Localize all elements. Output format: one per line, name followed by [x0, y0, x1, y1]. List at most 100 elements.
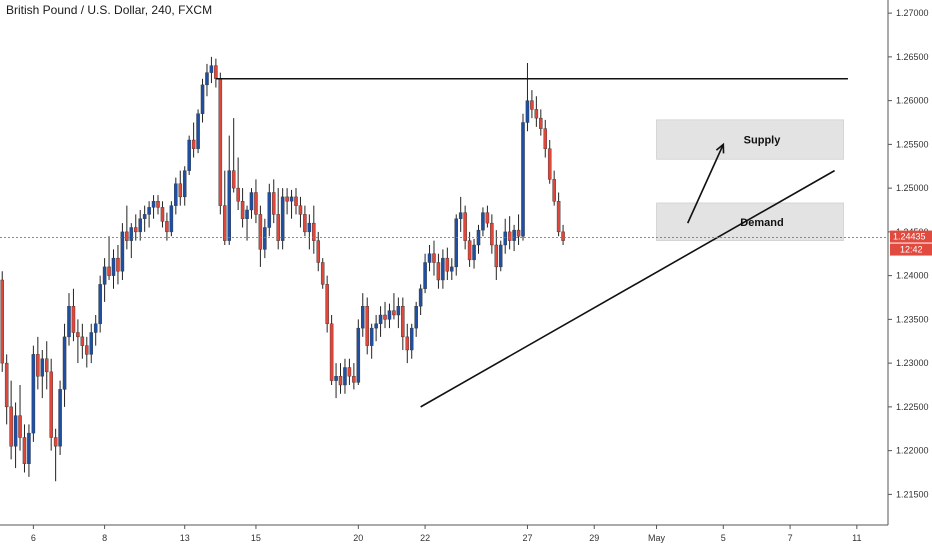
candle-body	[512, 229, 516, 241]
candle-body	[561, 231, 565, 241]
candle-body	[494, 244, 499, 268]
candle-body	[125, 231, 129, 241]
last-price-badge	[890, 230, 932, 243]
candle-body	[543, 128, 548, 149]
candle-body	[521, 122, 525, 237]
candle-body	[267, 192, 272, 228]
candle-body	[240, 201, 245, 219]
candle-body	[485, 212, 490, 224]
candle-body	[436, 262, 441, 281]
price-tick-label: 1.24000	[896, 271, 929, 281]
candle-body	[352, 376, 356, 383]
candle-body	[218, 78, 223, 206]
time-tick-label: 22	[420, 533, 430, 543]
candle-body	[245, 209, 249, 219]
candle-body	[498, 244, 503, 268]
candle-body	[556, 201, 561, 233]
candle-body	[9, 406, 13, 447]
time-tick-label: 7	[788, 533, 793, 543]
countdown-label: 12:42	[900, 245, 923, 255]
price-tick-label: 1.22000	[896, 446, 929, 456]
candle-body	[151, 201, 156, 208]
candles-group	[0, 56, 565, 482]
candle-body	[490, 222, 494, 246]
candle-body	[4, 362, 9, 408]
candle-body	[387, 310, 392, 320]
candle-body	[298, 205, 303, 215]
candle-body	[169, 205, 174, 233]
candle-body	[276, 214, 280, 241]
candle-body	[0, 279, 4, 364]
candle-body	[507, 231, 512, 241]
candle-body	[361, 306, 365, 329]
candle-body	[107, 266, 111, 276]
candle-body	[441, 257, 445, 281]
candle-body	[316, 240, 321, 263]
candle-body	[205, 72, 209, 86]
candle-body	[369, 327, 374, 346]
candle-body	[307, 222, 312, 233]
candle-body	[463, 212, 467, 241]
candle-body	[263, 227, 267, 250]
candle-body	[138, 218, 142, 233]
candle-body	[147, 207, 151, 215]
time-tick-label: 13	[180, 533, 190, 543]
candle-body	[142, 214, 147, 219]
candle-body	[392, 310, 396, 316]
candle-body	[231, 170, 236, 189]
candle-body	[481, 212, 485, 231]
demand-zone-label: Demand	[740, 217, 783, 229]
trend-line	[420, 169, 835, 408]
candle-body	[200, 84, 205, 114]
candle-body	[80, 336, 85, 346]
time-tick-label: 20	[353, 533, 363, 543]
candle-body	[258, 214, 263, 250]
candle-body	[418, 288, 423, 307]
candle-body	[271, 192, 276, 215]
price-axis-background	[888, 0, 932, 550]
candle-body	[196, 113, 200, 149]
candle-body	[31, 354, 36, 434]
time-tick-label: 27	[522, 533, 532, 543]
candle-body	[178, 183, 183, 198]
candle-body	[409, 327, 414, 351]
time-tick-label: 6	[31, 533, 36, 543]
candle-body	[423, 262, 427, 289]
candle-body	[432, 253, 436, 263]
price-tick-label: 1.26500	[896, 52, 929, 62]
candle-body	[454, 218, 458, 268]
price-tick-label: 1.23500	[896, 314, 929, 324]
price-tick-label: 1.21500	[896, 489, 929, 499]
candle-body	[129, 227, 134, 241]
candle-body	[249, 192, 254, 211]
candle-body	[13, 415, 18, 447]
candle-body	[22, 437, 27, 464]
candle-body	[303, 214, 307, 233]
candle-body	[236, 187, 240, 202]
candle-body	[116, 257, 120, 272]
price-tick-label: 1.26000	[896, 96, 929, 106]
candle-body	[44, 358, 49, 373]
candle-body	[27, 432, 31, 464]
time-axis-background	[0, 525, 932, 550]
candle-body	[76, 332, 80, 338]
candle-body	[552, 179, 556, 202]
candle-body	[165, 221, 169, 233]
candle-body	[503, 231, 507, 246]
candle-body	[427, 253, 432, 263]
price-tick-label: 1.25000	[896, 183, 929, 193]
candle-body	[329, 323, 334, 381]
candle-body	[254, 192, 258, 215]
candle-body	[18, 415, 22, 438]
candle-body	[49, 371, 53, 438]
candle-body	[547, 148, 552, 180]
candle-body	[396, 306, 401, 316]
candle-body	[160, 207, 165, 222]
candle-body	[338, 376, 343, 386]
candle-body	[312, 222, 316, 241]
candle-body	[71, 306, 76, 333]
candle-body	[539, 117, 543, 129]
candle-body	[93, 323, 98, 333]
